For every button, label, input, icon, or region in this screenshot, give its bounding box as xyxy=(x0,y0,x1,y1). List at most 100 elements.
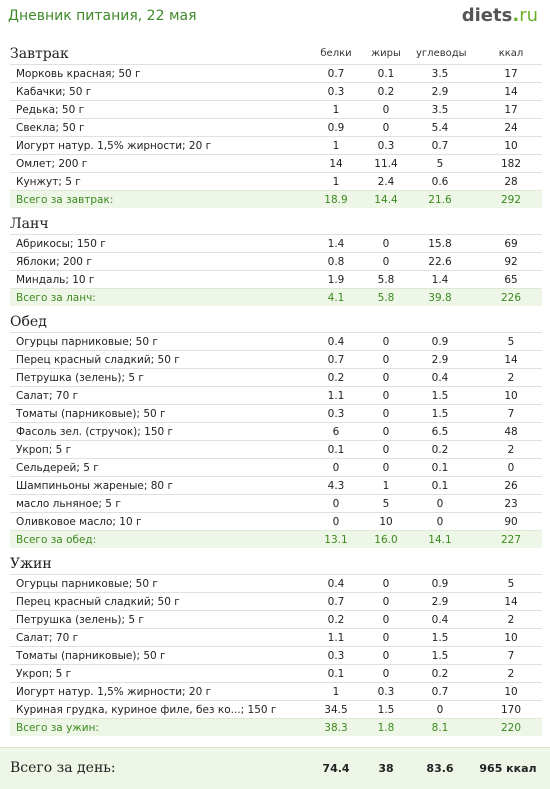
total-fat: 1.8 xyxy=(377,722,395,734)
protein-value: 0.7 xyxy=(327,68,345,80)
carbs-value: 0 xyxy=(436,516,444,528)
fat-value: 0 xyxy=(382,104,390,116)
kcal-value: 2 xyxy=(507,444,515,456)
fat-value: 0 xyxy=(382,596,390,608)
kcal-value: 2 xyxy=(507,614,515,626)
protein-value: 0.8 xyxy=(327,256,345,268)
section-title: Завтрак xyxy=(10,46,69,62)
carbs-value: 6.5 xyxy=(431,426,449,438)
fat-value: 1 xyxy=(382,480,390,492)
protein-value: 0.1 xyxy=(327,444,345,456)
food-name: Абрикосы; 150 г xyxy=(16,238,106,250)
food-name: Огурцы парниковые; 50 г xyxy=(16,578,158,590)
header: Дневник питания, 22 мая diets.ru xyxy=(0,0,550,34)
protein-value: 0 xyxy=(332,498,340,510)
fat-value: 0 xyxy=(382,444,390,456)
food-name: Укроп; 5 г xyxy=(16,668,72,680)
food-name: Кабачки; 50 г xyxy=(16,86,92,98)
protein-value: 34.5 xyxy=(324,704,348,716)
kcal-value: 26 xyxy=(504,480,518,492)
section-total-label: Всего за обед: xyxy=(16,534,97,546)
table-row: Абрикосы; 150 г 1.4 0 15.8 69 xyxy=(10,234,542,252)
total-kcal: 220 xyxy=(500,722,522,734)
table-row: Томаты (парниковые); 50 г 0.3 0 1.5 7 xyxy=(10,646,542,664)
carbs-value: 5 xyxy=(436,158,444,170)
section-title: Обед xyxy=(10,314,47,330)
day-total-bar: Всего за день: 74.4 38 83.6 965 ккал xyxy=(0,747,550,789)
protein-value: 4.3 xyxy=(327,480,345,492)
carbs-value: 0.4 xyxy=(431,614,449,626)
protein-value: 0.3 xyxy=(327,86,345,98)
total-kcal: 227 xyxy=(500,534,522,546)
protein-value: 1 xyxy=(332,176,340,188)
food-name: Петрушка (зелень); 5 г xyxy=(16,372,144,384)
protein-value: 0.4 xyxy=(327,336,345,348)
carbs-value: 0.2 xyxy=(431,668,449,680)
fat-value: 0 xyxy=(382,238,390,250)
table-row: Перец красный сладкий; 50 г 0.7 0 2.9 14 xyxy=(10,350,542,368)
carbs-value: 2.9 xyxy=(431,354,449,366)
section-total-label: Всего за ланч: xyxy=(16,292,96,304)
carbs-value: 0.9 xyxy=(431,336,449,348)
section-gap xyxy=(10,736,542,744)
kcal-value: 10 xyxy=(504,390,518,402)
table-row: Шампиньоны жареные; 80 г 4.3 1 0.1 26 xyxy=(10,476,542,494)
logo-dot: . xyxy=(512,5,520,26)
table-row: Йогурт натур. 1,5% жирности; 20 г 1 0.3 0.7… xyxy=(10,136,542,154)
table-row: Кабачки; 50 г 0.3 0.2 2.9 14 xyxy=(10,82,542,100)
table-row: Фасоль зел. (стручок); 150 г 6 0 6.5 48 xyxy=(10,422,542,440)
table-row: Укроп; 5 г 0.1 0 0.2 2 xyxy=(10,664,542,682)
fat-value: 0.1 xyxy=(377,68,395,80)
carbs-value: 3.5 xyxy=(431,104,449,116)
total-fat: 14.4 xyxy=(374,194,398,206)
food-name: Фасоль зел. (стручок); 150 г xyxy=(16,426,174,438)
fat-value: 0.2 xyxy=(377,86,395,98)
carbs-value: 0.1 xyxy=(431,462,449,474)
section-total-row: Всего за ланч: 4.1 5.8 39.8 226 xyxy=(10,288,542,306)
section-header: Завтрак белки жиры углеводы ккал xyxy=(10,46,542,64)
total-protein: 18.9 xyxy=(324,194,348,206)
table-row: Петрушка (зелень); 5 г 0.2 0 0.4 2 xyxy=(10,610,542,628)
total-carbs: 8.1 xyxy=(431,722,449,734)
food-name: Томаты (парниковые); 50 г xyxy=(16,408,166,420)
fat-value: 0.3 xyxy=(377,140,395,152)
day-total-protein: 74.4 xyxy=(322,762,350,775)
fat-value: 5.8 xyxy=(377,274,395,286)
site-logo[interactable]: diets.ru xyxy=(462,5,538,26)
food-name: Свекла; 50 г xyxy=(16,122,85,134)
section-gap xyxy=(10,548,542,556)
table-row: Кунжут; 5 г 1 2.4 0.6 28 xyxy=(10,172,542,190)
section-gap xyxy=(10,306,542,314)
kcal-value: 182 xyxy=(500,158,522,170)
column-header: белки xyxy=(320,48,352,59)
kcal-value: 23 xyxy=(504,498,518,510)
fat-value: 0 xyxy=(382,256,390,268)
section-title: Ужин xyxy=(10,556,52,572)
table-row: Омлет; 200 г 14 11.4 5 182 xyxy=(10,154,542,172)
protein-value: 0.2 xyxy=(327,614,345,626)
food-name: Яблоки; 200 г xyxy=(16,256,92,268)
total-carbs: 39.8 xyxy=(428,292,452,304)
fat-value: 0 xyxy=(382,614,390,626)
carbs-value: 0.6 xyxy=(431,176,449,188)
section-total-row: Всего за ужин: 38.3 1.8 8.1 220 xyxy=(10,718,542,736)
food-name: Перец красный сладкий; 50 г xyxy=(16,354,180,366)
day-total-carbs: 83.6 xyxy=(426,762,454,775)
food-name: Редька; 50 г xyxy=(16,104,85,116)
table-row: Салат; 70 г 1.1 0 1.5 10 xyxy=(10,386,542,404)
carbs-value: 2.9 xyxy=(431,596,449,608)
protein-value: 0.3 xyxy=(327,650,345,662)
food-name: Кунжут; 5 г xyxy=(16,176,81,188)
food-name: Сельдерей; 5 г xyxy=(16,462,99,474)
fat-value: 0 xyxy=(382,408,390,420)
protein-value: 0.2 xyxy=(327,372,345,384)
day-total-kcal: 965 ккал xyxy=(479,762,537,775)
carbs-value: 0.7 xyxy=(431,686,449,698)
table-row: Укроп; 5 г 0.1 0 0.2 2 xyxy=(10,440,542,458)
carbs-value: 1.4 xyxy=(431,274,449,286)
carbs-value: 0 xyxy=(436,498,444,510)
section-total-label: Всего за завтрак: xyxy=(16,194,114,206)
kcal-value: 14 xyxy=(504,354,518,366)
section-gap xyxy=(10,208,542,216)
carbs-value: 1.5 xyxy=(431,632,449,644)
